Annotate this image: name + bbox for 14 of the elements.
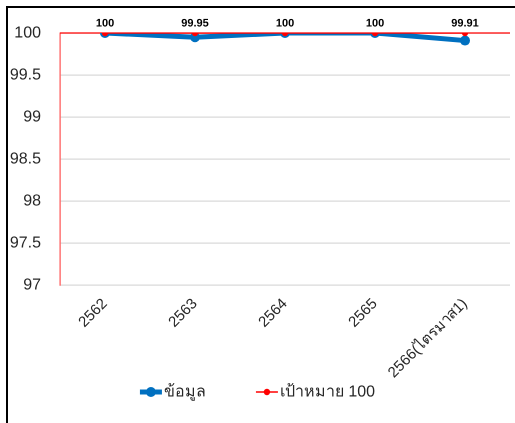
y-tick-label: 99 (23, 108, 42, 126)
y-tick-label: 98 (23, 192, 42, 210)
y-tick-label: 100 (14, 24, 42, 42)
data-label: 99.95 (181, 18, 209, 30)
y-tick-label: 98.5 (10, 150, 42, 168)
y-tick-label: 97.5 (10, 234, 42, 252)
y-tick-label: 97 (23, 276, 42, 294)
legend-label: ข้อมูล (164, 382, 206, 402)
data-label: 100 (96, 18, 114, 30)
y-tick-label: 99.5 (10, 66, 42, 84)
data-label: 99.91 (451, 18, 479, 30)
data-label: 100 (366, 18, 384, 30)
legend-label: เป้าหมาย 100 (280, 382, 376, 400)
data-label: 100 (276, 18, 294, 30)
